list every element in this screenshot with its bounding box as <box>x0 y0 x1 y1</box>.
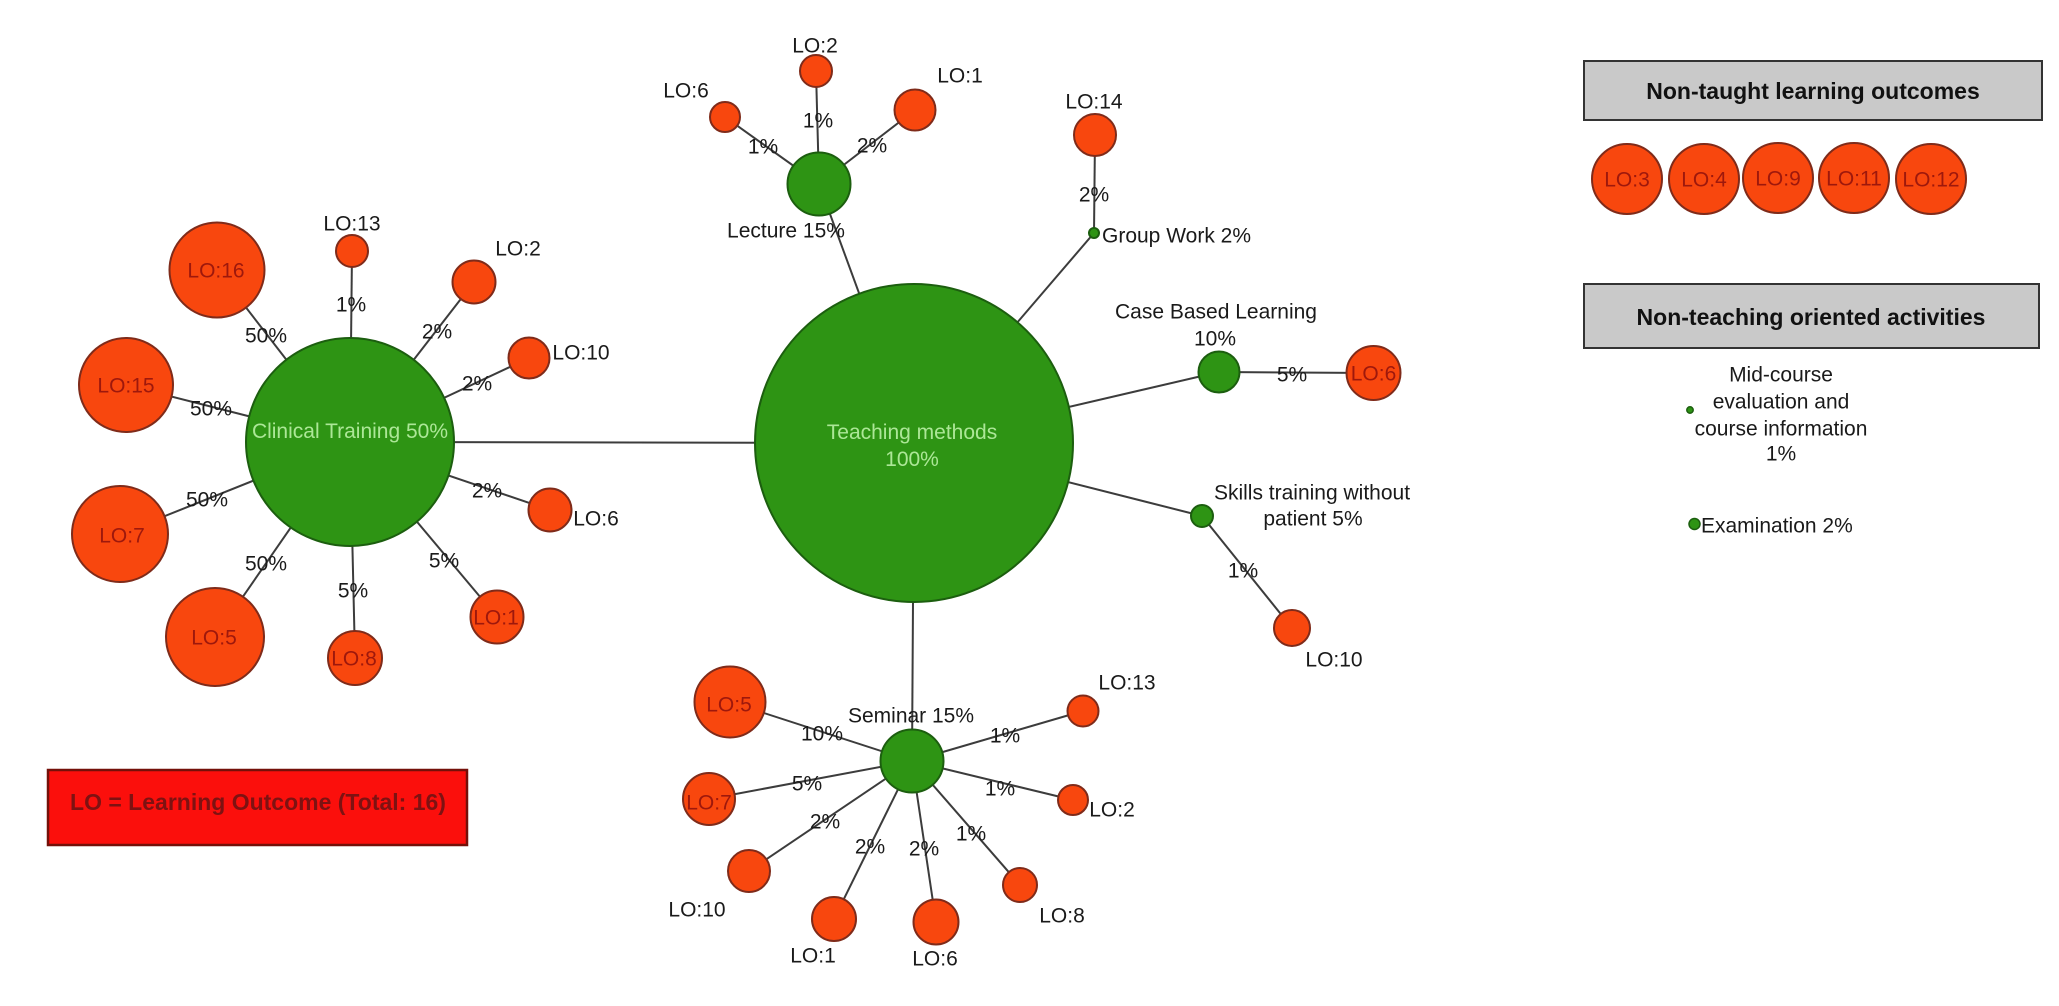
svg-text:LO:6: LO:6 <box>663 80 709 103</box>
svg-text:LO:4: LO:4 <box>1681 169 1727 192</box>
svg-text:50%: 50% <box>245 553 287 576</box>
svg-text:LO:15: LO:15 <box>97 375 154 398</box>
svg-text:5%: 5% <box>1277 364 1307 387</box>
svg-text:LO:6: LO:6 <box>1351 363 1397 386</box>
svg-text:2%: 2% <box>855 836 885 859</box>
svg-text:LO:5: LO:5 <box>706 694 752 717</box>
svg-text:LO:13: LO:13 <box>1098 672 1155 695</box>
svg-text:Mid-course: Mid-course <box>1729 364 1833 387</box>
svg-text:LO:7: LO:7 <box>686 792 732 815</box>
svg-text:Lecture 15%: Lecture 15% <box>727 220 845 243</box>
svg-text:LO:14: LO:14 <box>1065 91 1123 114</box>
svg-text:1%: 1% <box>956 823 986 846</box>
svg-text:LO:1: LO:1 <box>790 945 836 968</box>
svg-text:LO:12: LO:12 <box>1902 169 1959 192</box>
svg-text:LO:1: LO:1 <box>937 65 983 88</box>
svg-text:Skills training without: Skills training without <box>1214 482 1410 505</box>
svg-text:Examination 2%: Examination 2% <box>1701 515 1853 538</box>
svg-text:1%: 1% <box>748 136 778 159</box>
svg-text:LO:6: LO:6 <box>912 948 958 971</box>
svg-text:LO:13: LO:13 <box>323 213 380 236</box>
svg-text:5%: 5% <box>338 580 368 603</box>
svg-text:50%: 50% <box>245 325 287 348</box>
svg-text:LO:10: LO:10 <box>1305 649 1362 672</box>
svg-text:2%: 2% <box>462 373 492 396</box>
svg-text:LO:2: LO:2 <box>1089 799 1135 822</box>
svg-text:50%: 50% <box>186 489 228 512</box>
svg-text:Group Work 2%: Group Work 2% <box>1102 225 1251 248</box>
svg-text:LO:10: LO:10 <box>668 899 725 922</box>
svg-text:Case Based Learning: Case Based Learning <box>1115 301 1317 324</box>
svg-text:Clinical Training 50%: Clinical Training 50% <box>252 420 448 443</box>
svg-text:Non-taught learning outcomes: Non-taught learning outcomes <box>1646 78 1980 104</box>
svg-text:1%: 1% <box>336 294 366 317</box>
svg-text:2%: 2% <box>472 480 502 503</box>
svg-text:patient 5%: patient 5% <box>1263 508 1362 531</box>
svg-text:2%: 2% <box>810 811 840 834</box>
svg-text:Seminar 15%: Seminar 15% <box>848 705 974 728</box>
svg-text:10%: 10% <box>1194 328 1236 351</box>
svg-text:LO:8: LO:8 <box>1039 905 1085 928</box>
svg-text:LO = Learning Outcome (Total:: LO = Learning Outcome (Total: 16) <box>70 789 446 815</box>
svg-text:LO:10: LO:10 <box>552 342 609 365</box>
svg-text:LO:2: LO:2 <box>495 238 541 261</box>
svg-text:10%: 10% <box>801 723 843 746</box>
svg-text:5%: 5% <box>429 550 459 573</box>
svg-text:LO:6: LO:6 <box>573 508 619 531</box>
svg-text:LO:16: LO:16 <box>187 260 244 283</box>
svg-text:LO:7: LO:7 <box>99 525 145 548</box>
svg-text:1%: 1% <box>803 110 833 133</box>
svg-text:LO:1: LO:1 <box>473 607 519 630</box>
svg-text:course information: course information <box>1695 418 1868 441</box>
svg-text:1%: 1% <box>1766 443 1796 466</box>
svg-text:LO:3: LO:3 <box>1604 169 1650 192</box>
svg-text:LO:9: LO:9 <box>1755 168 1801 191</box>
svg-text:5%: 5% <box>792 773 822 796</box>
svg-text:50%: 50% <box>190 398 232 421</box>
svg-text:Teaching methods: Teaching methods <box>827 421 997 444</box>
svg-text:1%: 1% <box>985 778 1015 801</box>
svg-text:LO:8: LO:8 <box>331 648 377 671</box>
svg-text:LO:11: LO:11 <box>1826 168 1882 191</box>
svg-text:2%: 2% <box>909 838 939 861</box>
svg-text:1%: 1% <box>990 725 1020 748</box>
svg-text:2%: 2% <box>857 135 887 158</box>
svg-text:evaluation and: evaluation and <box>1713 391 1850 414</box>
svg-text:Non-teaching oriented activiti: Non-teaching oriented activities <box>1637 304 1986 330</box>
svg-text:LO:5: LO:5 <box>191 627 237 650</box>
svg-text:2%: 2% <box>1079 184 1109 207</box>
svg-text:100%: 100% <box>885 448 939 471</box>
svg-text:1%: 1% <box>1228 560 1258 583</box>
svg-text:LO:2: LO:2 <box>792 35 838 58</box>
svg-text:2%: 2% <box>422 321 452 344</box>
